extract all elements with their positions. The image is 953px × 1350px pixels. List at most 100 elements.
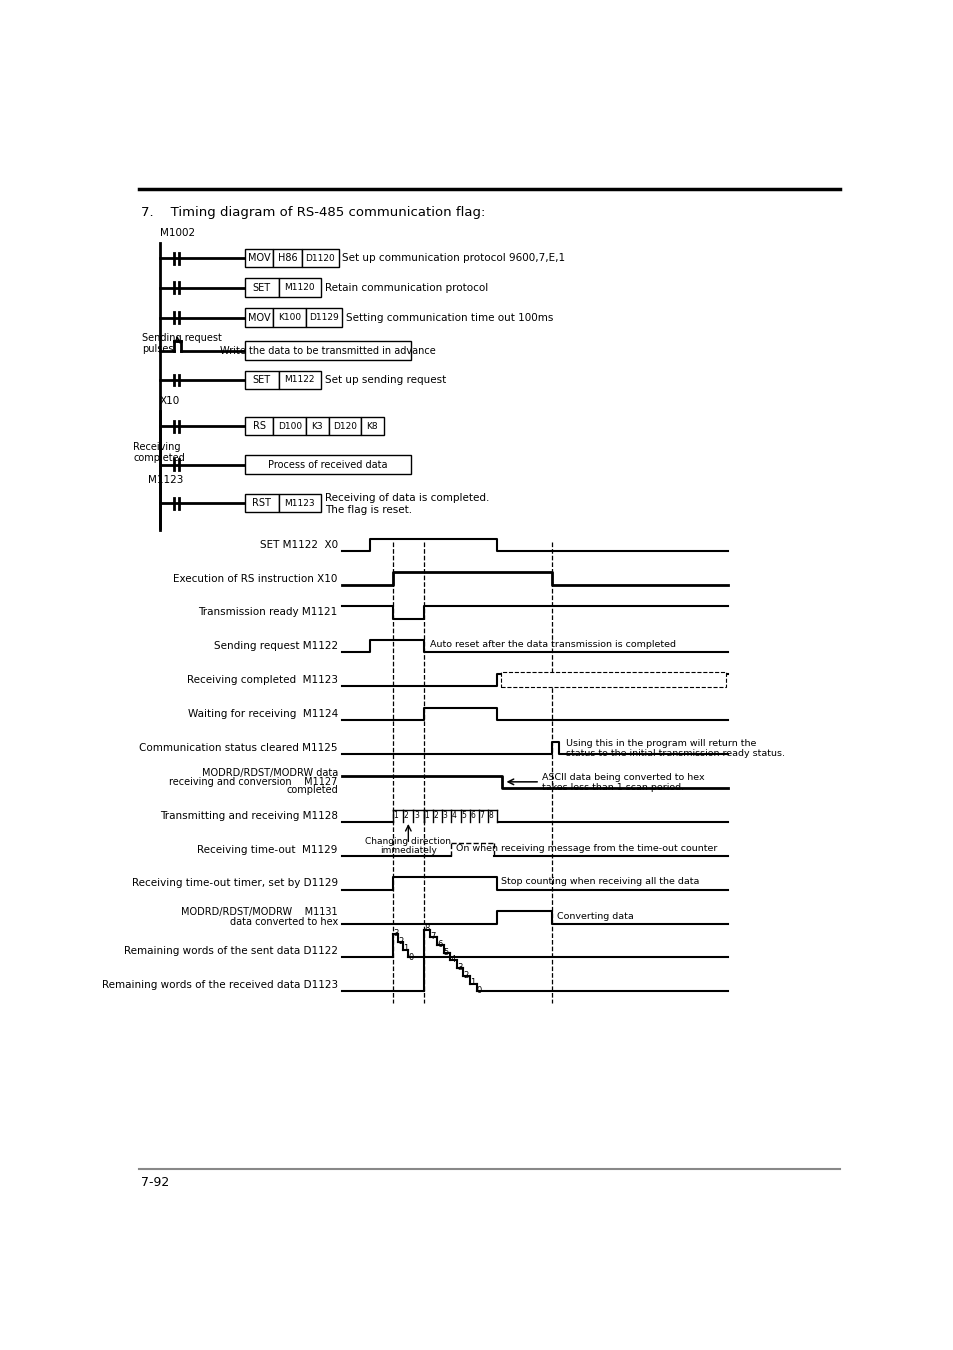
Text: 0: 0	[408, 953, 414, 961]
Text: Receiving time-out  M1129: Receiving time-out M1129	[197, 845, 337, 855]
Bar	[245, 248, 274, 267]
Text: 3: 3	[442, 811, 447, 821]
Text: Sending request M1122: Sending request M1122	[213, 641, 337, 651]
Text: 4: 4	[450, 956, 456, 964]
Text: M1122: M1122	[284, 375, 314, 385]
Text: Sending request: Sending request	[142, 332, 222, 343]
Text: MODRD/RDST/MODRW data: MODRD/RDST/MODRW data	[201, 768, 337, 779]
Text: Receiving time-out timer, set by D1129: Receiving time-out timer, set by D1129	[132, 879, 337, 888]
Bar	[278, 371, 320, 389]
Text: Receiving of data is completed.: Receiving of data is completed.	[324, 493, 489, 502]
Bar	[360, 417, 383, 435]
Text: Execution of RS instruction X10: Execution of RS instruction X10	[173, 574, 337, 583]
Text: 5: 5	[460, 811, 465, 821]
Bar	[245, 308, 274, 327]
Bar	[306, 308, 342, 327]
Text: SET M1122  X0: SET M1122 X0	[259, 540, 337, 549]
Text: H86: H86	[277, 254, 297, 263]
Text: On when receiving message from the time-out counter: On when receiving message from the time-…	[456, 844, 717, 853]
Text: 2: 2	[463, 971, 468, 980]
Text: D120: D120	[333, 421, 356, 431]
Text: X10: X10	[159, 396, 179, 406]
Bar	[328, 417, 360, 435]
Text: 3: 3	[393, 929, 398, 938]
Text: 1: 1	[394, 811, 398, 821]
Text: Auto reset after the data transmission is completed: Auto reset after the data transmission i…	[430, 640, 676, 648]
Text: D100: D100	[277, 421, 301, 431]
Text: 8: 8	[424, 925, 429, 933]
FancyBboxPatch shape	[500, 672, 725, 687]
Text: ASCII data being converted to hex: ASCII data being converted to hex	[542, 772, 704, 782]
Text: M1123: M1123	[284, 498, 314, 508]
Text: 2: 2	[433, 811, 437, 821]
Text: Receiving: Receiving	[133, 441, 180, 452]
Text: 7: 7	[430, 931, 436, 941]
Bar	[245, 417, 274, 435]
Text: MOV: MOV	[248, 254, 270, 263]
Bar	[274, 417, 306, 435]
Text: Setting communication time out 100ms: Setting communication time out 100ms	[346, 313, 553, 323]
Text: SET: SET	[253, 375, 271, 385]
Text: Stop counting when receiving all the data: Stop counting when receiving all the dat…	[500, 878, 699, 887]
Bar	[274, 308, 306, 327]
Text: The user has to do the reset in the program.: The user has to do the reset in the prog…	[505, 675, 716, 684]
Text: Transmission ready M1121: Transmission ready M1121	[198, 608, 337, 617]
Text: D1129: D1129	[309, 313, 338, 323]
Text: data converted to hex: data converted to hex	[230, 917, 337, 927]
Text: Remaining words of the received data D1123: Remaining words of the received data D11…	[102, 980, 337, 990]
Bar	[245, 371, 278, 389]
Text: receiving and conversion    M1127: receiving and conversion M1127	[170, 776, 337, 787]
Text: 1: 1	[424, 811, 429, 821]
Text: The flag is reset.: The flag is reset.	[324, 505, 412, 516]
Text: Changing direction: Changing direction	[365, 837, 451, 846]
Text: Transmitting and receiving M1128: Transmitting and receiving M1128	[160, 811, 337, 821]
Text: 3: 3	[414, 811, 418, 821]
Text: Remaining words of the sent data D1122: Remaining words of the sent data D1122	[124, 946, 337, 956]
Text: 6: 6	[436, 940, 442, 949]
Text: 8: 8	[488, 811, 493, 821]
Text: 1: 1	[470, 979, 475, 987]
Text: 5: 5	[443, 948, 449, 957]
Text: K3: K3	[311, 421, 323, 431]
Text: Write the data to be transmitted in advance: Write the data to be transmitted in adva…	[220, 346, 436, 355]
Text: pulses: pulses	[142, 344, 173, 354]
Text: completed: completed	[133, 454, 185, 463]
Text: MODRD/RDST/MODRW    M1131: MODRD/RDST/MODRW M1131	[181, 907, 337, 917]
Text: MOV: MOV	[248, 313, 270, 323]
Bar	[245, 455, 411, 474]
Text: takes less than 1 scan period.: takes less than 1 scan period.	[542, 783, 684, 791]
Text: RS: RS	[253, 421, 265, 431]
Bar	[302, 248, 338, 267]
Text: Process of received data: Process of received data	[268, 459, 388, 470]
Text: 0: 0	[476, 987, 481, 995]
Text: Set up sending request: Set up sending request	[324, 375, 445, 385]
Bar	[245, 342, 411, 360]
Text: 2: 2	[397, 937, 403, 946]
Text: Set up communication protocol 9600,7,E,1: Set up communication protocol 9600,7,E,1	[342, 254, 565, 263]
Text: Receiving completed  M1123: Receiving completed M1123	[187, 675, 337, 686]
Text: Retain communication protocol: Retain communication protocol	[324, 282, 487, 293]
Text: K100: K100	[278, 313, 301, 323]
Text: Waiting for receiving  M1124: Waiting for receiving M1124	[188, 709, 337, 720]
Text: 2: 2	[403, 811, 408, 821]
Text: M1123: M1123	[148, 475, 183, 485]
Text: 7.    Timing diagram of RS-485 communication flag:: 7. Timing diagram of RS-485 communicatio…	[141, 205, 485, 219]
Bar	[274, 248, 302, 267]
Bar	[245, 494, 278, 513]
Text: Communication status cleared M1125: Communication status cleared M1125	[139, 743, 337, 753]
Text: M1002: M1002	[159, 228, 194, 238]
Bar	[245, 278, 278, 297]
Text: 4: 4	[452, 811, 456, 821]
Text: M1120: M1120	[284, 284, 314, 292]
Text: 7-92: 7-92	[141, 1176, 169, 1189]
Text: SET: SET	[253, 282, 271, 293]
Text: 1: 1	[403, 945, 408, 953]
Bar	[278, 278, 320, 297]
Text: immediately: immediately	[379, 846, 436, 855]
Bar	[306, 417, 328, 435]
Text: D1120: D1120	[305, 254, 335, 263]
Text: 7: 7	[479, 811, 484, 821]
Text: RST: RST	[253, 498, 271, 508]
Text: status to the initial transmission ready status.: status to the initial transmission ready…	[565, 749, 783, 757]
Text: completed: completed	[286, 786, 337, 795]
